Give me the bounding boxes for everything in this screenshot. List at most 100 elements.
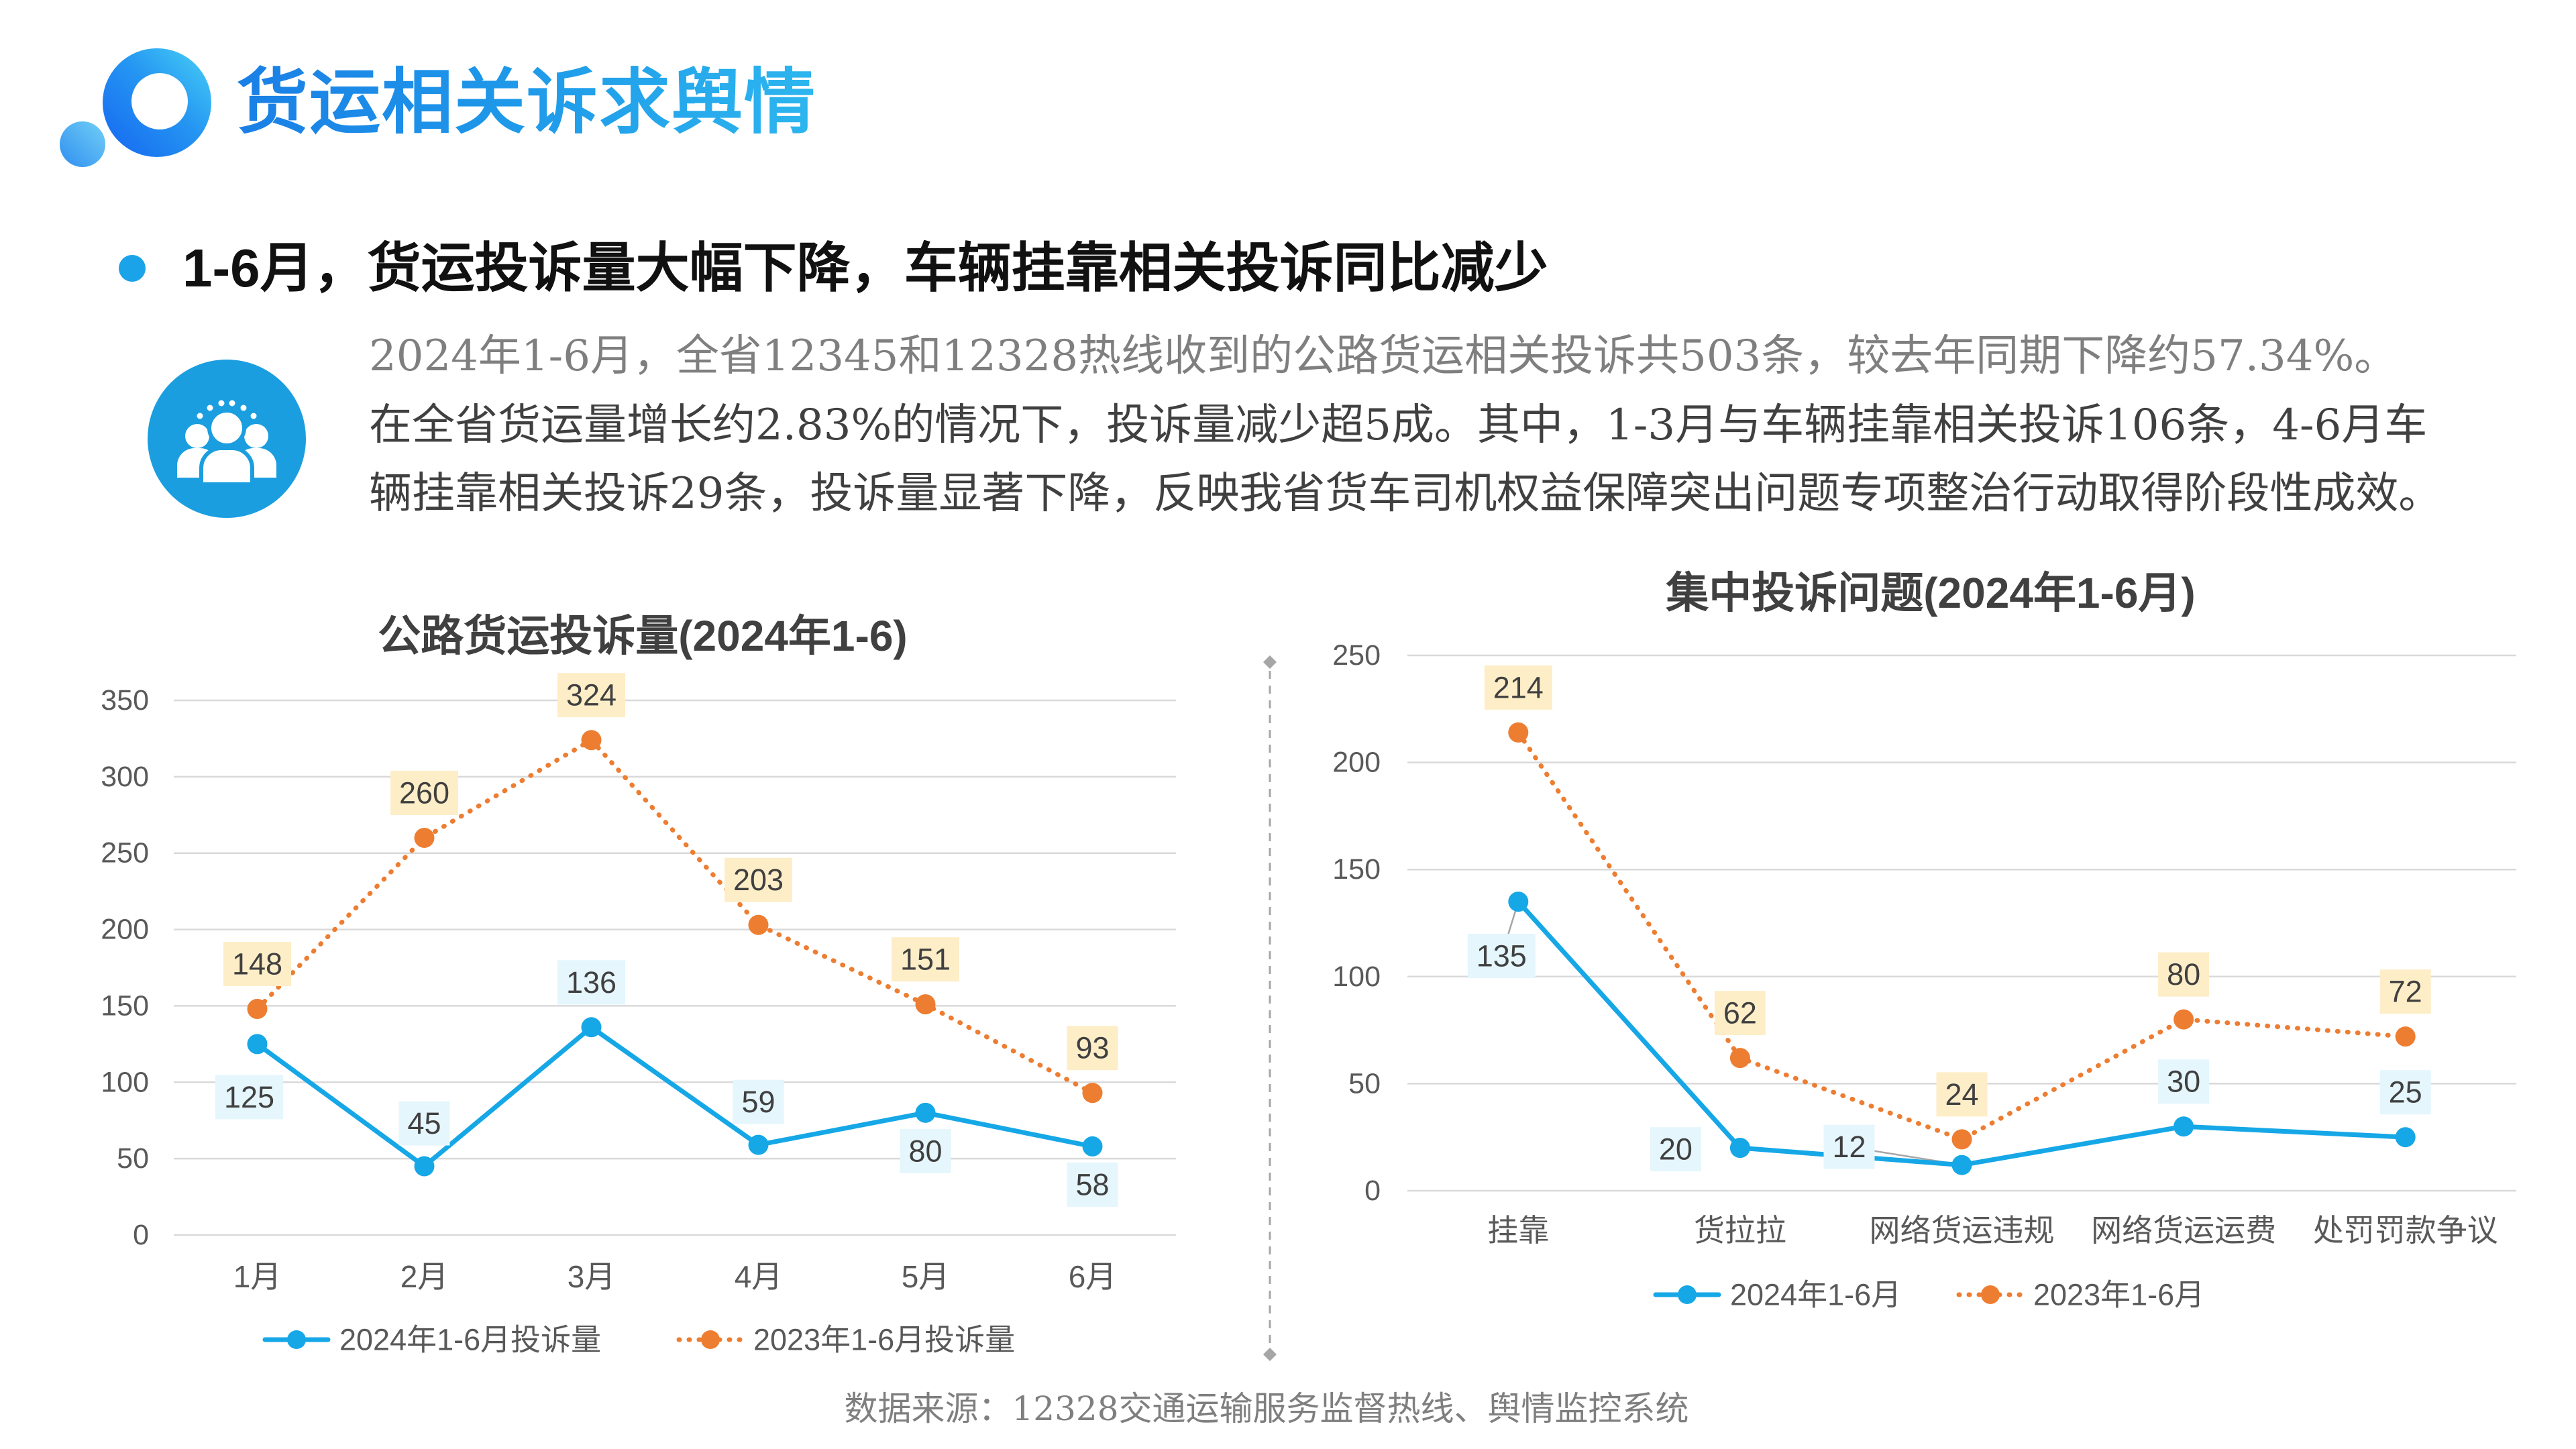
data-point	[2174, 1009, 2194, 1030]
data-label: 80	[2167, 957, 2200, 991]
summary-line: 2024年1-6月，全省12345和12328热线收到的公路货运相关投诉共503…	[369, 331, 2398, 381]
series-line-1	[255, 737, 1095, 1095]
y-tick-label: 50	[117, 1142, 149, 1175]
data-label: 12	[1832, 1130, 1866, 1164]
x-tick-label: 1月	[233, 1259, 282, 1294]
data-point	[1508, 892, 1529, 912]
y-tick-label: 0	[1364, 1175, 1381, 1207]
y-tick-label: 150	[1332, 853, 1381, 885]
data-label: 214	[1493, 670, 1544, 704]
y-tick-label: 0	[133, 1219, 149, 1251]
data-point	[1082, 1136, 1103, 1157]
data-label-box	[223, 941, 291, 986]
data-label: 45	[407, 1106, 441, 1140]
y-tick-label: 150	[101, 989, 149, 1022]
data-label-box	[1067, 1162, 1118, 1207]
data-label: 148	[232, 947, 282, 981]
icon-dot	[250, 413, 257, 419]
data-point	[247, 1034, 268, 1055]
x-tick-label: 5月	[902, 1259, 950, 1294]
data-label-box	[398, 1101, 450, 1146]
data-point	[247, 998, 268, 1019]
y-tick-label: 250	[1332, 639, 1381, 672]
data-label-box	[1467, 934, 1536, 979]
divider-diamond-bottom	[1263, 1348, 1277, 1361]
y-tick-label: 250	[101, 837, 149, 869]
icon-dot	[240, 405, 247, 411]
data-label: 203	[733, 863, 784, 897]
data-label: 260	[399, 775, 449, 810]
icon-dot	[218, 400, 225, 407]
data-point	[1082, 1083, 1103, 1104]
y-tick-label: 100	[101, 1066, 149, 1098]
legend-item: 2023年1-6月	[1956, 1278, 2204, 1312]
y-tick-label: 200	[101, 914, 149, 946]
legend-marker	[1678, 1285, 1697, 1304]
data-point	[1951, 1129, 1972, 1150]
y-tick-label: 100	[1332, 961, 1381, 993]
data-label: 136	[566, 965, 616, 1000]
data-source-note: 数据来源：12328交通运输服务监督热线、舆情监控系统	[844, 1389, 1689, 1428]
data-label-box	[1484, 665, 1552, 710]
data-label: 135	[1477, 939, 1527, 973]
legend-item: 2023年1-6月投诉量	[676, 1323, 1015, 1357]
data-label-box	[900, 1128, 951, 1173]
page-title: 货运相关诉求舆情	[237, 59, 816, 146]
legend-label: 2023年1-6月投诉量	[753, 1323, 1015, 1357]
data-label: 20	[1659, 1132, 1693, 1167]
data-point	[581, 1017, 602, 1038]
y-tick-label: 50	[1348, 1067, 1381, 1099]
legend-label: 2023年1-6月	[2033, 1278, 2204, 1312]
data-label-box	[390, 770, 458, 815]
data-point	[581, 730, 602, 751]
data-label-box	[2379, 969, 2431, 1014]
icon-dots	[197, 400, 257, 419]
x-tick-label: 4月	[735, 1259, 783, 1294]
data-point	[748, 914, 769, 935]
people-group-icon	[148, 360, 306, 518]
data-point	[915, 994, 936, 1015]
data-point	[1951, 1155, 1972, 1175]
x-tick-label: 2月	[400, 1259, 449, 1294]
headline: 1-6月，货运投诉量大幅下降，车辆挂靠相关投诉同比减少	[182, 238, 1548, 298]
data-label: 72	[2389, 975, 2422, 1009]
legend-marker	[701, 1330, 720, 1349]
data-label-box	[557, 673, 625, 718]
data-label: 80	[908, 1134, 942, 1168]
data-label-box	[1650, 1127, 1701, 1172]
complaint-volume-chart: 0 50 100 150 200 250 300 350 1月 2月 3月 4月 5月 6月 125 45 13…	[101, 673, 1176, 1357]
legend-item: 2024年1-6月	[1653, 1278, 1901, 1312]
data-label: 125	[224, 1080, 274, 1114]
data-point	[1508, 722, 1529, 743]
data-label-box	[892, 937, 959, 982]
chart-title-complaint-volume: 公路货运投诉量(2024年1-6)	[378, 612, 908, 660]
data-point	[1729, 1138, 1750, 1159]
legend-marker	[287, 1330, 306, 1349]
data-point	[414, 1156, 435, 1177]
icon-dot	[207, 405, 213, 411]
x-tick-label: 3月	[568, 1259, 616, 1294]
logo-ring-hole	[131, 73, 188, 129]
data-label-box	[1714, 991, 1766, 1036]
data-label-box	[2158, 952, 2210, 997]
y-tick-label: 350	[101, 684, 149, 716]
legend-marker	[1981, 1285, 2000, 1304]
data-label-box	[1936, 1072, 1988, 1117]
x-tick-label: 货拉拉	[1694, 1213, 1786, 1248]
data-point	[1729, 1048, 1750, 1069]
chart-title-focus-issues: 集中投诉问题(2024年1-6月)	[1666, 569, 2196, 617]
data-point	[915, 1102, 936, 1123]
legend-label: 2024年1-6月	[1730, 1278, 1901, 1312]
series-line-1	[1515, 730, 2408, 1142]
y-tick-label: 300	[101, 761, 149, 793]
person-head-right	[244, 424, 268, 448]
data-label-box	[215, 1075, 283, 1120]
data-label-box	[724, 857, 792, 902]
data-label-box	[1067, 1026, 1118, 1071]
data-label-box	[2158, 1059, 2210, 1104]
data-label: 59	[741, 1085, 775, 1119]
data-label: 58	[1075, 1167, 1109, 1201]
summary-line: 在全省货运量增长约2.83%的情况下，投诉量减少超5成。其中，1-3月与车辆挂靠…	[369, 400, 2428, 450]
data-point	[2395, 1127, 2416, 1148]
